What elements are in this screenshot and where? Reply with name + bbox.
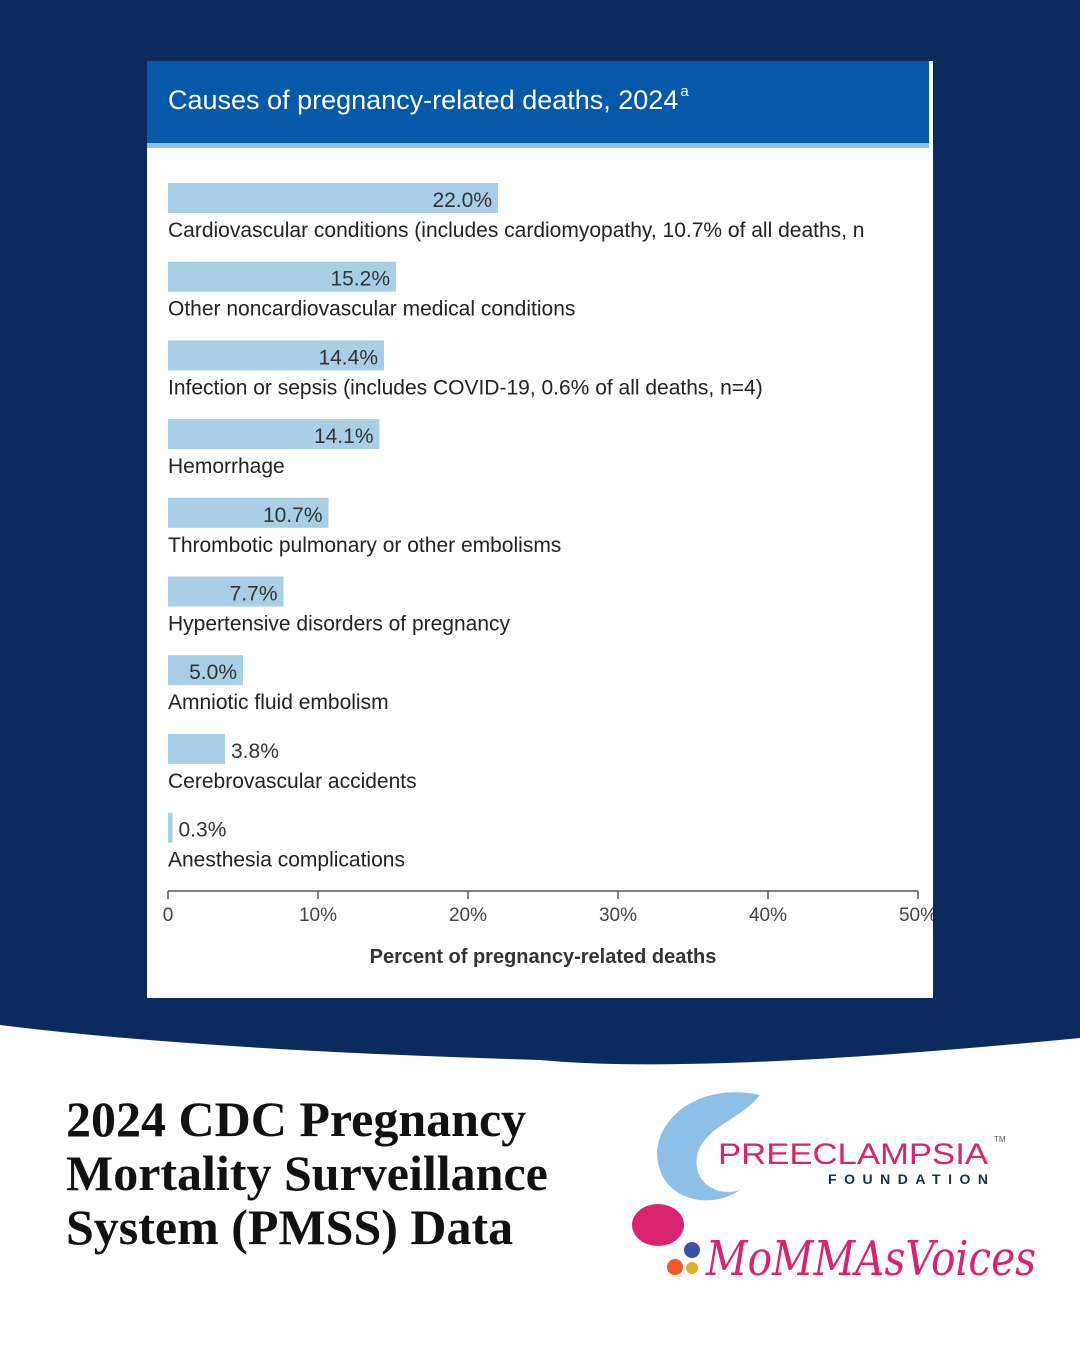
caption-title: 2024 CDC Pregnancy Mortality Surveillanc… — [66, 1092, 548, 1255]
partner-logos: PREECLAMPSIA TM FOUNDATION MoMMAsVoices — [632, 1092, 1036, 1287]
value-label: 5.0% — [189, 661, 237, 684]
trademark: TM — [994, 1135, 1006, 1144]
dot-icon — [684, 1242, 700, 1258]
mommas-voices-wordmark: MoMMAsVoices — [705, 1231, 1036, 1287]
value-label: 10.7% — [263, 504, 323, 527]
bar-chart: 22.0% Cardiovascular conditions (includes… — [163, 183, 933, 968]
title-footnote: a — [680, 83, 689, 100]
logo-swoosh-icon — [657, 1092, 760, 1201]
preeclampsia-wordmark: PREECLAMPSIA — [718, 1138, 988, 1171]
chart-title-wrap: Causes of pregnancy-related deaths, 2024… — [168, 83, 689, 116]
value-label: 22.0% — [432, 189, 492, 212]
bar — [168, 655, 243, 686]
value-label: 15.2% — [330, 268, 390, 291]
value-label: 7.7% — [230, 583, 278, 606]
bar — [168, 497, 329, 528]
x-axis-title: Percent of pregnancy-related deaths — [370, 946, 717, 968]
value-label: 3.8% — [231, 740, 279, 763]
category-label: Amniotic fluid embolism — [168, 691, 389, 714]
bar — [168, 261, 396, 292]
x-tick-label: 30% — [599, 905, 637, 926]
bar — [168, 419, 380, 450]
mommas-voices-logo: MoMMAsVoices — [632, 1204, 1036, 1287]
value-label: 0.3% — [179, 819, 227, 842]
x-tick-label: 40% — [749, 905, 787, 926]
category-label: Cardiovascular conditions (includes card… — [168, 219, 865, 242]
chart-card: 22.0% Cardiovascular conditions (includes… — [147, 61, 933, 998]
category-label: Hypertensive disorders of pregnancy — [168, 613, 511, 636]
category-label: Thrombotic pulmonary or other embolisms — [168, 534, 561, 557]
bar — [168, 733, 225, 764]
speech-bubble-icon — [632, 1204, 684, 1246]
value-label: 14.4% — [318, 346, 378, 369]
bar — [168, 340, 384, 371]
x-tick-label: 0 — [163, 905, 174, 926]
bar — [168, 183, 498, 213]
category-label: Hemorrhage — [168, 455, 285, 478]
category-label: Cerebrovascular accidents — [168, 770, 417, 793]
bar — [168, 812, 173, 843]
preeclampsia-foundation-logo: PREECLAMPSIA TM FOUNDATION — [657, 1092, 1006, 1201]
dot-icon — [686, 1262, 698, 1274]
category-label: Infection or sepsis (includes COVID-19, … — [168, 376, 763, 399]
dot-icon — [667, 1259, 683, 1275]
x-tick-label: 20% — [449, 905, 487, 926]
category-label: Other noncardiovascular medical conditio… — [168, 298, 575, 321]
chart-title: Causes of pregnancy-related deaths, 2024 — [168, 85, 679, 115]
x-tick-label: 10% — [299, 905, 337, 926]
bar — [168, 576, 284, 607]
category-label: Anesthesia complications — [168, 849, 405, 872]
foundation-wordmark: FOUNDATION — [828, 1171, 988, 1187]
value-label: 14.1% — [314, 425, 374, 448]
chart-header: Causes of pregnancy-related deaths, 2024… — [147, 61, 929, 148]
x-tick-label: 50% — [899, 905, 933, 926]
